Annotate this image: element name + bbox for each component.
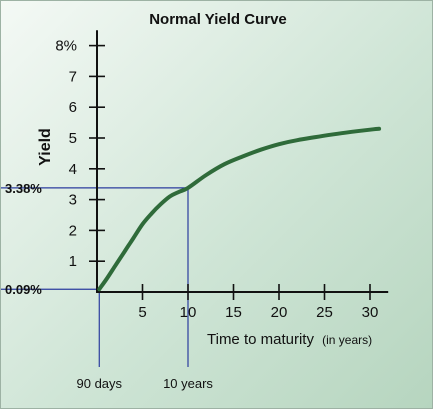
chart-title: Normal Yield Curve <box>149 11 287 28</box>
y-tick-label-7: 8% <box>55 38 77 55</box>
x-axis-label: Time to maturity (in years) <box>207 331 372 348</box>
reference-x-label-1: 10 years <box>163 376 213 391</box>
y-tick-label-5: 6 <box>69 99 77 116</box>
y-tick-label-0: 1 <box>69 253 77 270</box>
y-tick-label-4: 5 <box>69 130 77 147</box>
x-tick-label-4: 25 <box>316 304 333 321</box>
y-tick-label-2: 3 <box>69 192 77 209</box>
reference-y-label-1: 3.38% <box>5 181 42 196</box>
yield-curve-line-0 <box>97 126 382 292</box>
reference-x-label-0: 90 days <box>77 376 123 391</box>
x-axis-label-unit: (in years) <box>322 333 372 347</box>
x-tick-label-1: 10 <box>180 304 197 321</box>
y-tick-label-6: 7 <box>69 68 77 85</box>
x-axis-label-main: Time to maturity <box>207 331 314 348</box>
x-tick-label-3: 20 <box>271 304 288 321</box>
x-tick-label-0: 5 <box>138 304 146 321</box>
y-tick-label-1: 2 <box>69 222 77 239</box>
y-axis-label: Yield <box>37 128 54 166</box>
reference-y-label-0: 0.09% <box>5 282 42 297</box>
x-tick-label-5: 30 <box>362 304 379 321</box>
x-tick-label-2: 15 <box>225 304 242 321</box>
y-tick-label-3: 4 <box>69 161 77 178</box>
chart-marks: 0.09% 90 days 3.38% 10 years 1 2 3 4 5 6 7 8% 5 10 15 2… <box>1 30 389 391</box>
